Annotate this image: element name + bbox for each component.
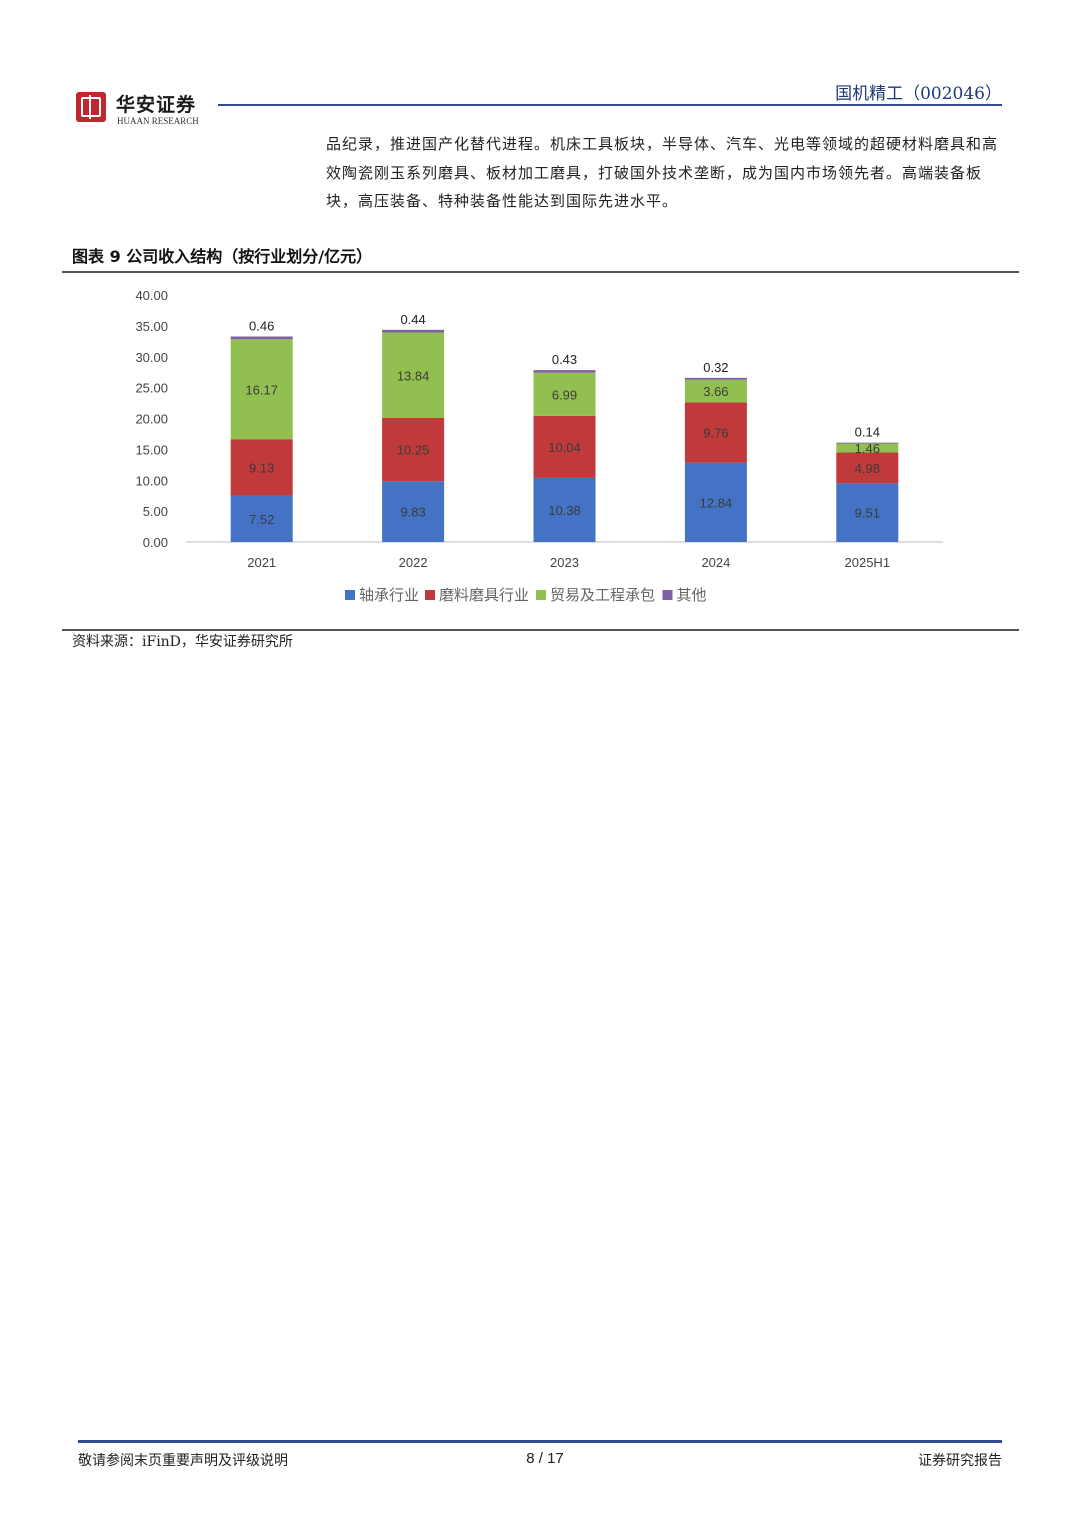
figure-top-rule — [62, 271, 1019, 273]
bar-segment — [836, 483, 899, 542]
data-label: 0.32 — [703, 360, 728, 375]
bar-segment — [382, 332, 445, 419]
figure-source: 资料来源：iFinD，华安证券研究所 — [72, 634, 293, 650]
legend-label: 贸易及工程承包 — [550, 586, 655, 604]
figure-bottom-rule — [62, 629, 1019, 631]
bar-segment — [836, 443, 899, 453]
data-label: 12.84 — [700, 495, 733, 510]
bar-segment — [836, 442, 899, 444]
bar-segment — [382, 481, 445, 542]
data-label: 4.98 — [855, 461, 880, 476]
footer-report-type: 证券研究报告 — [918, 1453, 1002, 1469]
bar-segment — [533, 477, 596, 542]
seal-icon — [76, 92, 106, 122]
data-label: 10.38 — [548, 503, 581, 518]
y-tick-label: 25.00 — [135, 381, 168, 396]
data-label: 7.52 — [249, 512, 274, 527]
bar-segment — [382, 418, 445, 482]
y-tick-label: 0.00 — [143, 535, 168, 550]
bar-segment — [533, 370, 596, 373]
x-tick-label: 2021 — [247, 555, 276, 570]
bar-segment — [382, 329, 445, 333]
data-label: 0.43 — [552, 352, 577, 367]
legend-label: 轴承行业 — [359, 586, 419, 604]
data-label: 0.14 — [855, 425, 880, 440]
bar-segment — [684, 462, 747, 542]
footer-disclaimer: 敬请参阅末页重要声明及评级说明 — [78, 1453, 288, 1469]
data-label: 9.51 — [855, 506, 880, 521]
logo-english-name: HUAAN RESEARCH — [117, 116, 199, 126]
y-tick-label: 5.00 — [143, 504, 168, 519]
data-label: 9.76 — [703, 426, 728, 441]
legend-swatch — [345, 590, 355, 600]
data-label: 0.46 — [249, 318, 274, 333]
logo-chinese-name: 华安证券 — [116, 94, 197, 116]
body-paragraph: 品纪录，推进国产化替代进程。机床工具板块，半导体、汽车、光电等领域的超硬材料磨具… — [326, 135, 999, 210]
bar-segment — [684, 379, 747, 403]
page-number: 8 / 17 — [526, 1450, 564, 1467]
bar-segment — [230, 336, 293, 340]
legend-swatch — [536, 590, 546, 600]
bar-segment — [684, 402, 747, 463]
bar-segment — [836, 452, 899, 484]
y-tick-label: 40.00 — [135, 288, 168, 303]
revenue-structure-chart: 0.00 5.00 10.00 15.00 20.00 25.00 30.00 35.00 40… — [135, 288, 943, 604]
data-label: 1.46 — [855, 441, 880, 456]
y-tick-label: 20.00 — [135, 412, 168, 427]
data-label: 3.66 — [703, 384, 728, 399]
legend-label: 磨料磨具行业 — [439, 586, 529, 604]
data-label: 9.13 — [249, 460, 274, 475]
bar-segment — [533, 372, 596, 416]
bar-segment — [230, 439, 293, 496]
data-label: 13.84 — [397, 368, 430, 383]
data-label: 6.99 — [552, 387, 577, 402]
company-logo: 华安证券 HUAAN RESEARCH — [76, 90, 206, 130]
data-label: 10.25 — [397, 443, 430, 458]
y-tick-label: 15.00 — [135, 442, 168, 457]
bar-segment — [230, 339, 293, 440]
data-label: 9.83 — [400, 505, 425, 520]
data-label: 0.44 — [400, 312, 425, 327]
bar-segment — [684, 377, 747, 380]
x-tick-label: 2023 — [550, 555, 579, 570]
footer-divider — [78, 1440, 1002, 1443]
header-divider — [218, 104, 1002, 106]
bar-segment — [533, 415, 596, 478]
data-label: 10.04 — [548, 440, 581, 455]
legend-label: 其他 — [677, 586, 707, 604]
figure-title: 图表 9 公司收入结构（按行业划分/亿元） — [72, 247, 373, 266]
x-tick-label: 2022 — [399, 555, 428, 570]
y-tick-label: 35.00 — [135, 319, 168, 334]
legend-swatch — [662, 590, 673, 600]
x-tick-label: 2024 — [701, 555, 730, 570]
y-tick-label: 30.00 — [135, 350, 168, 365]
x-tick-label: 2025H1 — [845, 555, 891, 570]
data-label: 16.17 — [245, 382, 278, 397]
bar-segment — [230, 495, 293, 542]
y-tick-label: 10.00 — [135, 473, 168, 488]
legend-swatch — [425, 590, 435, 600]
stock-title: 国机精工（002046） — [835, 84, 1002, 104]
